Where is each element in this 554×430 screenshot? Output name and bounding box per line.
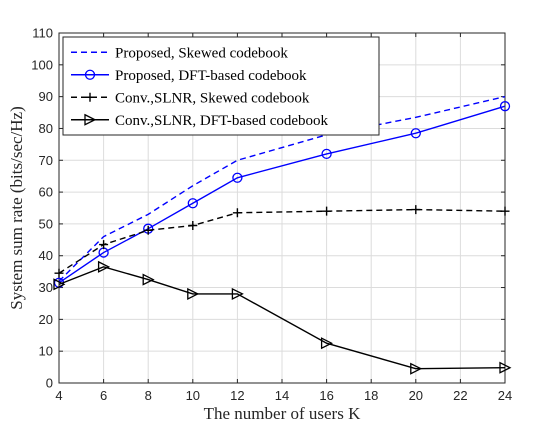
legend-entry: Proposed, DFT-based codebook: [71, 68, 307, 84]
legend-label: Conv.,SLNR, Skewed codebook: [115, 90, 310, 106]
y-tick-label: 60: [39, 185, 53, 200]
y-tick-label: 50: [39, 216, 53, 231]
x-tick-label: 8: [145, 388, 152, 403]
data-point: [410, 128, 421, 139]
series-3: [54, 205, 510, 278]
data-point: [142, 273, 155, 286]
x-axis-label: The number of users K: [204, 404, 361, 423]
y-tick-label: 20: [39, 312, 53, 327]
y-axis-label: System sum rate (bits/sec/Hz): [7, 106, 26, 310]
data-point: [411, 205, 421, 215]
series-1: [58, 95, 506, 282]
y-tick-label: 90: [39, 89, 53, 104]
legend-marker: [85, 92, 95, 102]
y-tick-label: 80: [39, 121, 53, 136]
data-point: [53, 278, 66, 291]
x-tick-label: 14: [275, 388, 289, 403]
legend-entry: Proposed, Skewed codebook: [71, 45, 288, 61]
y-tick-label: 40: [39, 248, 53, 263]
data-point: [99, 240, 109, 250]
data-point: [232, 172, 243, 183]
data-series: [53, 95, 512, 375]
y-tick-label: 30: [39, 280, 53, 295]
series-line: [58, 208, 506, 274]
data-point: [231, 287, 244, 300]
data-point: [187, 287, 200, 300]
data-point: [97, 260, 111, 273]
x-tick-label: 22: [453, 388, 467, 403]
x-tick-label: 4: [55, 388, 62, 403]
data-point: [188, 221, 198, 230]
legend-label: Proposed, DFT-based codebook: [115, 68, 307, 84]
series-line: [58, 95, 506, 282]
x-tick-label: 6: [100, 388, 107, 403]
series-4: [53, 260, 512, 375]
series-line: [58, 266, 506, 370]
y-tick-label: 70: [39, 153, 53, 168]
legend-marker: [84, 113, 97, 126]
y-tick-label: 10: [39, 344, 53, 359]
data-point: [320, 337, 334, 350]
data-point: [322, 206, 332, 216]
data-point: [187, 198, 198, 209]
data-point: [410, 362, 423, 375]
y-tick-label: 110: [32, 26, 53, 41]
x-tick-label: 16: [319, 388, 333, 403]
data-point: [143, 225, 153, 235]
legend: Proposed, Skewed codebook Proposed, DFT-b…: [62, 36, 380, 136]
data-point: [54, 268, 64, 278]
data-point: [232, 208, 242, 218]
legend-label: Proposed, Skewed codebook: [115, 45, 288, 61]
legend-box: [62, 36, 380, 136]
x-tick-label: 18: [364, 388, 378, 403]
y-tick-label: 100: [31, 57, 53, 72]
series-line: [58, 105, 506, 284]
data-point: [499, 101, 511, 112]
data-point: [499, 361, 512, 374]
axis-ticks: 4 6 8 10 12 14 16 18 20 22 24 0 10 20 30 40 50 60 70 80 90 10…: [31, 26, 512, 404]
y-tick-label: 0: [46, 376, 53, 391]
legend-entry: Conv.,SLNR, DFT-based codebook: [71, 113, 329, 129]
data-point: [500, 206, 510, 216]
legend-entry: Conv.,SLNR, Skewed codebook: [71, 90, 310, 106]
x-tick-label: 12: [230, 388, 244, 403]
x-tick-label: 24: [498, 388, 512, 403]
x-tick-label: 20: [409, 388, 423, 403]
data-point: [321, 148, 332, 160]
x-tick-label: 10: [186, 388, 200, 403]
legend-label: Conv.,SLNR, DFT-based codebook: [115, 113, 329, 129]
legend-marker: [84, 69, 96, 80]
